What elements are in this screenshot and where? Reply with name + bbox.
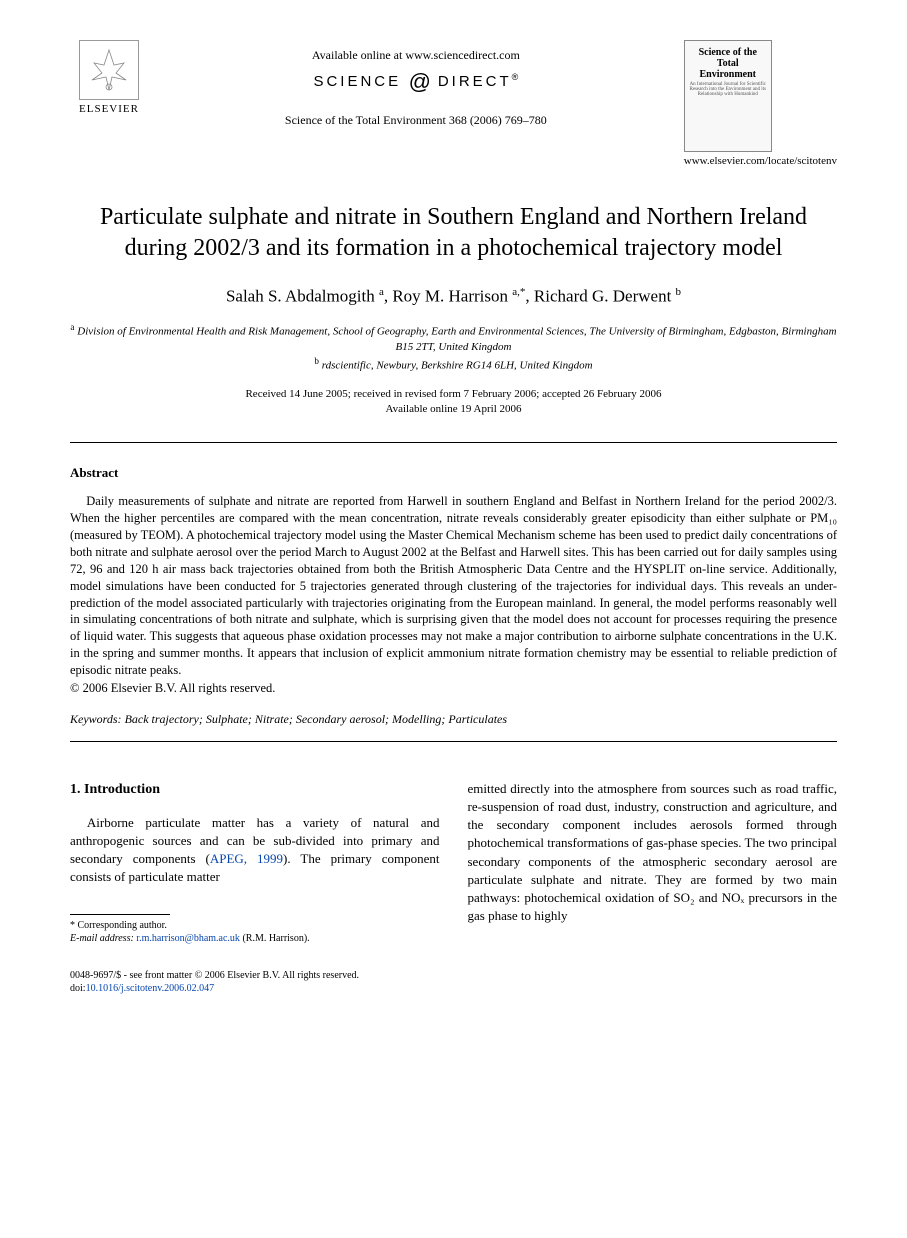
header-row: ELSEVIER Available online at www.science… bbox=[70, 40, 837, 167]
column-right: emitted directly into the atmosphere fro… bbox=[468, 780, 838, 945]
email-line: E-mail address: r.m.harrison@bham.ac.uk … bbox=[70, 932, 440, 945]
author-1: Salah S. Abdalmogith bbox=[226, 287, 375, 306]
footnote-divider bbox=[70, 914, 170, 915]
sd-right: DIRECT bbox=[438, 73, 512, 90]
author-3: Richard G. Derwent bbox=[534, 287, 671, 306]
article-dates: Received 14 June 2005; received in revis… bbox=[70, 387, 837, 418]
author-3-aff: b bbox=[676, 286, 682, 298]
issn-line: 0048-9697/$ - see front matter © 2006 El… bbox=[70, 970, 359, 981]
footer-left: 0048-9697/$ - see front matter © 2006 El… bbox=[70, 969, 359, 995]
author-2-aff: a,* bbox=[512, 286, 525, 298]
journal-cover-title: Science of the Total Environment bbox=[689, 47, 767, 80]
footnote-block: * Corresponding author. E-mail address: … bbox=[70, 919, 440, 945]
intro-paragraph-1: Airborne particulate matter has a variet… bbox=[70, 814, 440, 887]
divider bbox=[70, 741, 837, 742]
author-2: Roy M. Harrison bbox=[392, 287, 508, 306]
journal-cover-block: Science of the Total Environment An Inte… bbox=[684, 40, 837, 167]
affiliations: a Division of Environmental Health and R… bbox=[70, 321, 837, 374]
doi-link[interactable]: 10.1016/j.scitotenv.2006.02.047 bbox=[86, 983, 215, 994]
email-label: E-mail address: bbox=[70, 933, 134, 944]
elsevier-tree-icon bbox=[79, 40, 139, 100]
journal-cover: Science of the Total Environment An Inte… bbox=[684, 40, 772, 152]
received-date: Received 14 June 2005; received in revis… bbox=[245, 388, 661, 400]
doi-label: doi: bbox=[70, 983, 86, 994]
section-heading: 1. Introduction bbox=[70, 780, 440, 800]
publisher-name: ELSEVIER bbox=[79, 103, 139, 115]
ref-link-apeg[interactable]: APEG, 1999 bbox=[210, 851, 283, 866]
email-who: (R.M. Harrison). bbox=[242, 933, 309, 944]
divider bbox=[70, 442, 837, 443]
abstract-copyright: © 2006 Elsevier B.V. All rights reserved… bbox=[70, 681, 837, 696]
journal-url: www.elsevier.com/locate/scitotenv bbox=[684, 155, 837, 167]
column-left: 1. Introduction Airborne particulate mat… bbox=[70, 780, 440, 945]
sd-left: SCIENCE bbox=[313, 73, 401, 90]
footer: 0048-9697/$ - see front matter © 2006 El… bbox=[70, 969, 837, 995]
journal-reference: Science of the Total Environment 368 (20… bbox=[148, 113, 684, 128]
journal-cover-subtitle: An International Journal for Scientific … bbox=[689, 82, 767, 97]
keywords-label: Keywords: bbox=[70, 712, 122, 726]
corresponding-author: * Corresponding author. bbox=[70, 919, 440, 932]
keywords-list: Back trajectory; Sulphate; Nitrate; Seco… bbox=[125, 712, 507, 726]
sd-at-icon: @ bbox=[408, 69, 430, 94]
abstract-heading: Abstract bbox=[70, 465, 837, 481]
abstract-body: Daily measurements of sulphate and nitra… bbox=[70, 493, 837, 679]
article-title: Particulate sulphate and nitrate in Sout… bbox=[70, 202, 837, 264]
author-list: Salah S. Abdalmogith a, Roy M. Harrison … bbox=[70, 286, 837, 307]
science-direct-logo: SCIENCE @ DIRECT® bbox=[148, 69, 684, 95]
available-online-text: Available online at www.sciencedirect.co… bbox=[148, 48, 684, 63]
corresponding-email[interactable]: r.m.harrison@bham.ac.uk bbox=[136, 933, 240, 944]
publisher-logo: ELSEVIER bbox=[70, 40, 148, 125]
affiliation-b: rdscientific, Newbury, Berkshire RG14 6L… bbox=[322, 360, 593, 372]
affiliation-a: Division of Environmental Health and Ris… bbox=[77, 326, 836, 353]
intro-paragraph-1-cont: emitted directly into the atmosphere fro… bbox=[468, 780, 838, 926]
body-columns: 1. Introduction Airborne particulate mat… bbox=[70, 780, 837, 945]
author-1-aff: a bbox=[379, 286, 384, 298]
available-date: Available online 19 April 2006 bbox=[385, 403, 521, 415]
keywords: Keywords: Back trajectory; Sulphate; Nit… bbox=[70, 712, 837, 727]
header-center: Available online at www.sciencedirect.co… bbox=[148, 40, 684, 128]
